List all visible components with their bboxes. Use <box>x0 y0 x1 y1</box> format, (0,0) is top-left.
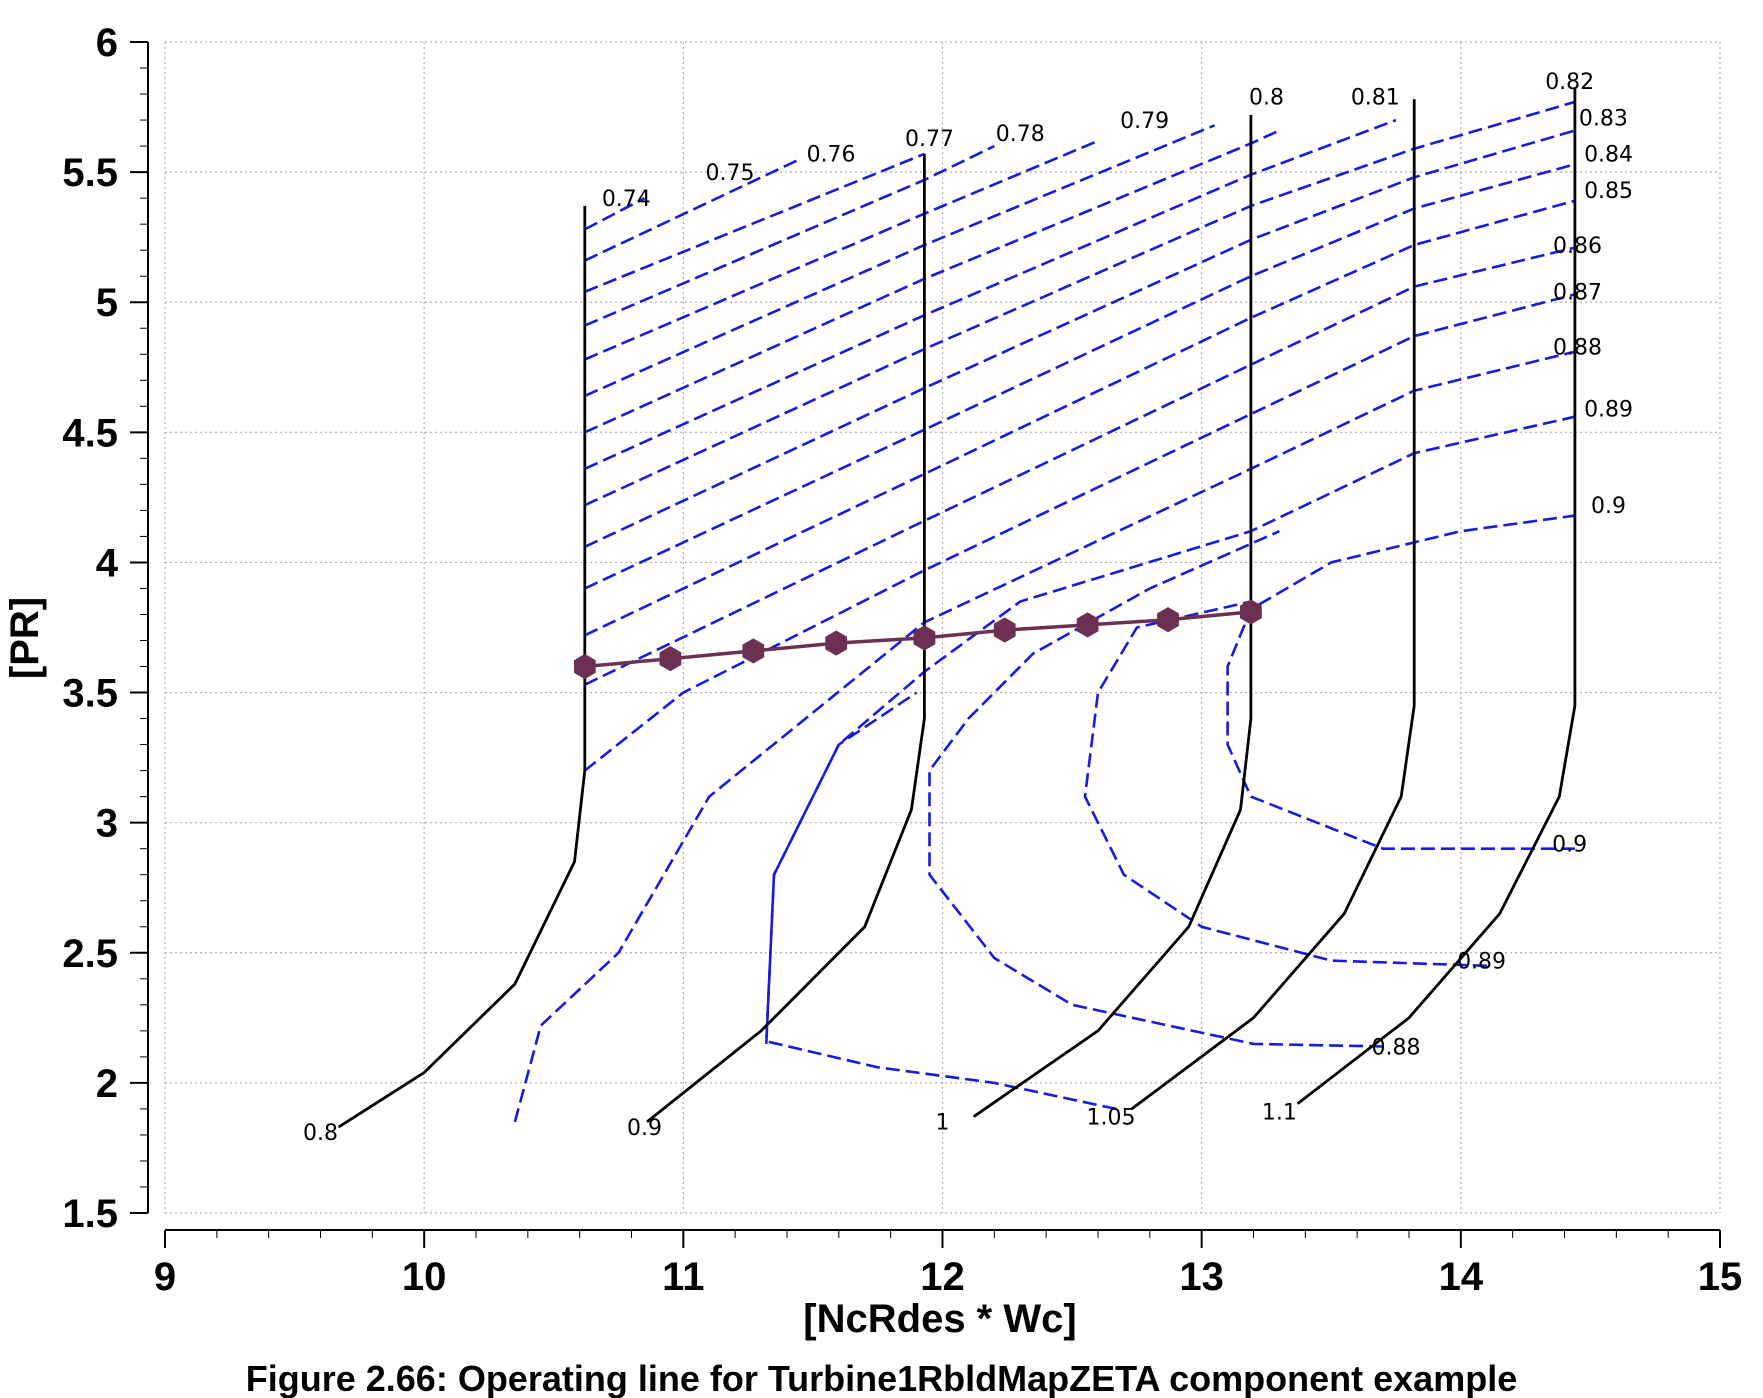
efficiency-lines <box>513 100 1576 1123</box>
efficiency-line <box>584 163 1576 590</box>
operating-point <box>742 638 765 664</box>
efficiency-line <box>584 196 646 231</box>
efficiency-line-label: 0.78 <box>996 122 1045 147</box>
efficiency-line-label: 0.83 <box>1579 106 1628 131</box>
y-tick-labels: 1.5 2 2.5 3 3.5 4 4.5 5 5.5 6 <box>62 21 118 1236</box>
efficiency-line <box>584 152 925 294</box>
operating-point <box>913 625 936 651</box>
speed-line-label: 1 <box>936 1111 950 1136</box>
y-tick-label: 4.5 <box>62 411 118 455</box>
operating-point <box>659 646 682 672</box>
speed-line <box>1296 88 1577 1105</box>
efficiency-line <box>765 415 1576 1044</box>
efficiency-line-label: 0.87 <box>1553 281 1602 306</box>
axes <box>130 41 1721 1248</box>
efficiency-line <box>584 139 1099 361</box>
speed-line-label: 0.9 <box>627 1116 662 1141</box>
y-tick-label: 4 <box>96 541 119 585</box>
speed-line-label: 1.05 <box>1086 1106 1135 1131</box>
y-tick-label: 1.5 <box>62 1192 118 1236</box>
efficiency-line-label: 0.74 <box>602 187 651 212</box>
speed-line <box>337 205 587 1129</box>
operating-point <box>825 630 848 656</box>
efficiency-line-label: 0.9 <box>1552 832 1587 857</box>
speed-line <box>1130 99 1416 1111</box>
efficiency-line <box>584 100 1576 507</box>
efficiency-line-label: 0.9 <box>1591 494 1626 519</box>
efficiency-line <box>1083 600 1487 968</box>
y-tick-label: 5 <box>96 281 118 325</box>
x-tick-label: 12 <box>920 1255 965 1299</box>
efficiency-line-label: 0.88 <box>1372 1035 1421 1060</box>
efficiency-line-label: 0.76 <box>807 143 856 168</box>
efficiency-line <box>584 118 1397 470</box>
efficiency-line-label: 0.89 <box>1457 949 1506 974</box>
y-axis-title: [PR] <box>3 597 47 679</box>
efficiency-line-label: 0.75 <box>705 161 754 186</box>
speed-lines <box>337 88 1577 1129</box>
y-tick-label: 2 <box>96 1062 118 1106</box>
efficiency-line-label: 0.81 <box>1351 85 1400 110</box>
efficiency-line <box>1226 514 1576 850</box>
x-tick-label: 10 <box>402 1255 447 1299</box>
y-tick-label: 5.5 <box>62 151 118 195</box>
efficiency-line <box>584 129 1280 434</box>
efficiency-line-label: 0.77 <box>905 127 954 152</box>
efficiency-line-label: 0.85 <box>1584 179 1633 204</box>
efficiency-line-label: 0.82 <box>1545 70 1594 95</box>
x-tick-label: 9 <box>154 1255 176 1299</box>
figure-caption: Figure 2.66: Operating line for Turbine1… <box>245 1358 1518 1398</box>
efficiency-line-label: 0.79 <box>1120 109 1169 134</box>
efficiency-line <box>928 530 1384 1048</box>
operating-point <box>574 653 596 680</box>
efficiency-line <box>584 199 1576 637</box>
x-tick-labels: 9 10 11 12 13 14 15 <box>154 1255 1742 1299</box>
efficiency-line-label: 0.84 <box>1584 143 1633 168</box>
efficiency-line <box>583 293 1576 772</box>
efficiency-line <box>584 129 1576 548</box>
speed-line-label: 1.1 <box>1262 1100 1297 1125</box>
speed-line <box>646 153 926 1123</box>
efficiency-line-label: 0.8 <box>1249 85 1284 110</box>
operating-line <box>574 599 1262 680</box>
efficiency-line <box>764 691 1117 1111</box>
x-tick-label: 13 <box>1179 1255 1224 1299</box>
operating-point <box>1076 612 1099 638</box>
y-tick-label: 3 <box>96 802 118 846</box>
efficiency-line-label: 0.86 <box>1553 234 1602 259</box>
y-tick-label: 3.5 <box>62 672 118 716</box>
x-tick-label: 14 <box>1439 1255 1484 1299</box>
curve-labels: 0.8 0.9 1 1.05 1.1 0.74 0.75 0.76 0.77 0.78 0.79 0.… <box>303 70 1633 1146</box>
x-tick-label: 11 <box>662 1255 704 1299</box>
operating-point <box>993 617 1016 643</box>
speed-line-label: 0.8 <box>303 1121 338 1146</box>
efficiency-line <box>584 246 1576 686</box>
efficiency-line-label: 0.88 <box>1553 335 1602 360</box>
operating-point <box>1240 599 1262 625</box>
efficiency-line <box>584 144 995 327</box>
y-tick-label: 6 <box>96 21 118 65</box>
grid <box>164 41 1721 1214</box>
x-axis-title: [NcRdes * Wc] <box>803 1297 1076 1341</box>
operating-point <box>1157 607 1179 633</box>
x-tick-label: 15 <box>1698 1255 1743 1299</box>
y-tick-label: 2.5 <box>62 932 118 976</box>
efficiency-line-label: 0.89 <box>1584 398 1633 423</box>
efficiency-line <box>513 350 1576 1123</box>
efficiency-line <box>584 124 1216 398</box>
